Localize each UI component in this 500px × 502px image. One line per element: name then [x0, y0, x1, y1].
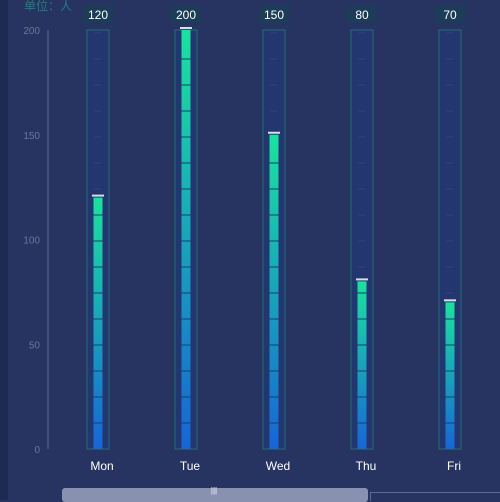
bar-cap [268, 131, 280, 134]
value-label-box [347, 6, 377, 23]
bar[interactable] [357, 281, 367, 449]
value-label-box [83, 6, 113, 23]
bar-cap [444, 299, 456, 302]
value-label-box [435, 6, 465, 23]
value-label: 120 [88, 8, 108, 22]
x-tick-label: Thu [356, 459, 377, 473]
value-label: 70 [443, 8, 457, 22]
x-tick-label: Wed [266, 459, 290, 473]
y-tick-label: 200 [23, 26, 40, 37]
unit-label: 单位：人 [24, 0, 73, 13]
bar-cap [180, 27, 192, 29]
value-label: 80 [355, 8, 369, 22]
left-edge-strip [0, 0, 8, 500]
y-tick-label: 100 [23, 236, 40, 247]
value-label: 200 [176, 8, 196, 22]
bar-cap [92, 194, 104, 197]
bar-cap [356, 278, 368, 281]
y-tick-label: 150 [23, 131, 40, 142]
value-label-box [171, 6, 201, 23]
y-axis-ticks: 0 50 100 150 200 [23, 26, 40, 456]
data-zoom-handle[interactable]: ||| [210, 486, 218, 495]
x-tick-label: Tue [180, 459, 201, 473]
x-axis-ticks: Mon Tue Wed Thu Fri [90, 459, 461, 473]
data-zoom-track [370, 492, 500, 501]
bars-group: 120 200 150 80 70 [83, 6, 465, 450]
bar[interactable] [93, 197, 103, 449]
bar[interactable] [445, 302, 455, 449]
y-tick-label: 0 [34, 445, 40, 456]
y-tick-label: 50 [29, 340, 41, 351]
x-tick-label: Mon [90, 459, 113, 473]
x-tick-label: Fri [447, 459, 461, 473]
bar[interactable] [181, 30, 191, 449]
value-label: 150 [264, 8, 284, 22]
bar[interactable] [269, 134, 279, 449]
data-zoom-slider[interactable] [62, 488, 368, 502]
value-label-box [259, 6, 289, 23]
